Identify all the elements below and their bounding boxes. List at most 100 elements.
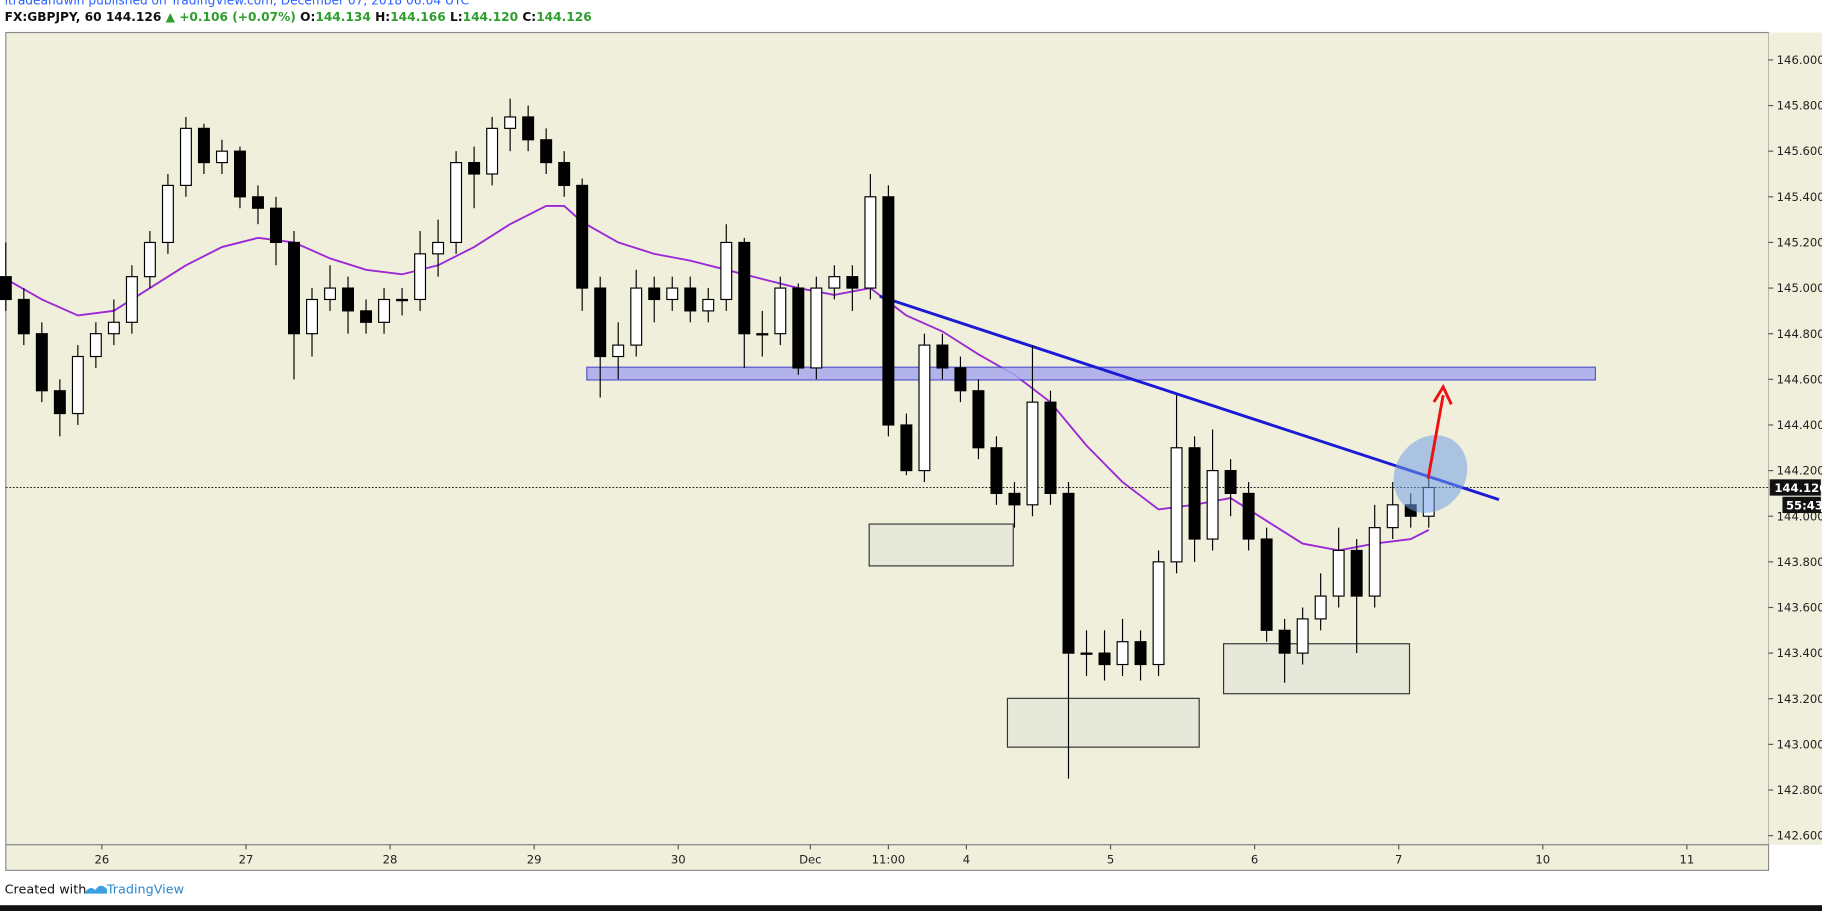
bottom-bar	[0, 905, 1822, 911]
candle-body	[1134, 641, 1147, 666]
y-tick-label: 143.600	[1777, 601, 1822, 615]
candle-body	[1386, 504, 1399, 529]
x-tick-label: 29	[527, 852, 542, 866]
candle-body	[774, 287, 787, 335]
candle-body	[1152, 561, 1165, 666]
y-tick-label: 143.000	[1777, 737, 1822, 751]
candle-body	[324, 287, 337, 301]
symbol: FX:GBPJPY, 60	[5, 10, 102, 24]
x-tick-label: 28	[383, 852, 398, 866]
candle-body	[576, 184, 589, 289]
y-tick-label: 143.400	[1777, 646, 1822, 660]
time-axis	[5, 844, 1770, 871]
y-tick-label: 142.800	[1777, 783, 1822, 797]
candle-body	[846, 276, 859, 289]
overlay-drawings	[1393, 383, 1468, 513]
candle-body	[468, 162, 481, 175]
candle-body	[0, 276, 12, 301]
x-tick-label: 27	[239, 852, 254, 866]
candle-body	[630, 287, 643, 346]
candle-body	[864, 196, 877, 289]
candle-body	[1224, 470, 1237, 494]
candle-body	[251, 196, 264, 209]
symbol-header: FX:GBPJPY, 60 144.126 ▲ +0.106 (+0.07%) …	[5, 10, 592, 24]
candle-body	[233, 150, 246, 198]
x-tick-label: 6	[1251, 852, 1258, 866]
y-tick-label: 144.600	[1777, 372, 1822, 386]
x-tick-label: 11	[1680, 852, 1695, 866]
candle-body	[378, 298, 391, 323]
y-tick-label: 142.600	[1777, 829, 1822, 843]
drawings	[586, 294, 1596, 748]
y-tick-label: 145.400	[1777, 190, 1822, 204]
candle-body	[756, 333, 769, 336]
candle-body	[1314, 595, 1327, 620]
y-tick-label: 145.200	[1777, 236, 1822, 250]
candle-body	[89, 333, 102, 358]
price-axis	[1768, 32, 1822, 845]
ohlc-key: C:	[522, 10, 536, 24]
candle-body	[594, 287, 607, 358]
candle-body	[702, 298, 715, 312]
axes: 142.600 142.800 143.000 143.200 143.400 143.6…	[94, 53, 1822, 866]
candle-body	[107, 321, 120, 335]
countdown-label: 55:43	[1786, 499, 1822, 513]
candle-body	[35, 333, 48, 392]
y-tick-label: 144.800	[1777, 327, 1822, 341]
candle-body	[1170, 447, 1183, 563]
x-tick-label: 26	[94, 852, 109, 866]
candle-body	[540, 139, 553, 164]
highlight-ellipse	[1393, 435, 1468, 513]
candles	[0, 98, 1435, 779]
candle-body	[53, 390, 66, 415]
candle-body	[684, 287, 697, 312]
candle-body	[648, 287, 661, 301]
x-tick-label: 30	[671, 852, 686, 866]
candle-body	[972, 390, 985, 449]
candle-body	[1062, 492, 1075, 654]
last-price-box	[1769, 479, 1821, 496]
y-tick-label: 145.600	[1777, 144, 1822, 158]
y-tick-label: 144.400	[1777, 418, 1822, 432]
trend-line	[879, 294, 1500, 502]
candle-body	[1260, 538, 1273, 631]
footer-brand[interactable]: TradingView	[106, 883, 184, 898]
candle-body	[828, 276, 841, 289]
x-tick-label: 4	[963, 852, 970, 866]
candle-body	[900, 424, 913, 472]
candle-body	[179, 127, 192, 186]
x-tick-label: 11:00	[872, 852, 905, 866]
y-tick-label: 145.000	[1777, 281, 1822, 295]
footer-created: Created with	[5, 883, 87, 898]
countdown-box	[1782, 496, 1821, 514]
candle-body	[396, 298, 409, 302]
candle-body	[1098, 652, 1111, 666]
support-box	[868, 523, 1014, 567]
candle-body	[1188, 447, 1201, 540]
last: 144.126	[106, 10, 162, 24]
candle-body	[810, 287, 823, 369]
tv-logo	[83, 885, 107, 895]
candle-body	[558, 162, 571, 186]
candle-body	[954, 367, 967, 392]
candle-body	[738, 241, 751, 335]
arrow-shaft	[1426, 394, 1445, 479]
candle-body	[1206, 470, 1219, 540]
candle-body	[882, 196, 895, 426]
ohlc-key: O:	[300, 10, 315, 24]
candle-body	[612, 344, 625, 358]
candle-body	[1278, 629, 1291, 654]
arrow-head	[1432, 383, 1453, 405]
change: ▲ +0.106 (+0.07%)	[166, 10, 296, 24]
last-price-label: 144.126	[1774, 481, 1822, 495]
candle-body	[720, 241, 733, 301]
candle-body	[414, 253, 427, 301]
ohlc-value: 144.120	[463, 10, 519, 24]
y-tick-label: 146.000	[1777, 53, 1822, 67]
x-tick-label: 5	[1107, 852, 1114, 866]
ohlc-value: 144.134	[315, 10, 371, 24]
candle-body	[1368, 527, 1381, 597]
candle-body	[432, 241, 445, 255]
